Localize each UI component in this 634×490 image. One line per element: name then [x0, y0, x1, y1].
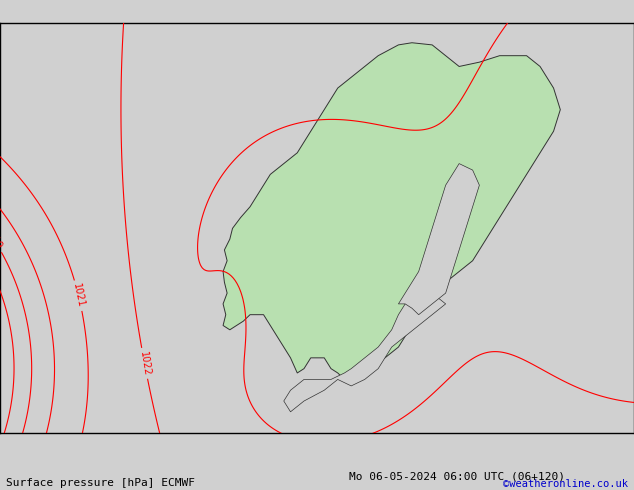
Text: 1021: 1021 — [71, 283, 86, 309]
Text: 1019: 1019 — [0, 225, 3, 251]
Text: 1020: 1020 — [30, 445, 47, 472]
Text: ©weatheronline.co.uk: ©weatheronline.co.uk — [503, 479, 628, 489]
Text: 1022: 1022 — [595, 462, 623, 480]
Text: Mo 06-05-2024 06:00 UTC (06+120): Mo 06-05-2024 06:00 UTC (06+120) — [349, 471, 565, 481]
Text: 1022: 1022 — [138, 350, 152, 376]
Text: Surface pressure [hPa] ECMWF: Surface pressure [hPa] ECMWF — [6, 478, 195, 488]
